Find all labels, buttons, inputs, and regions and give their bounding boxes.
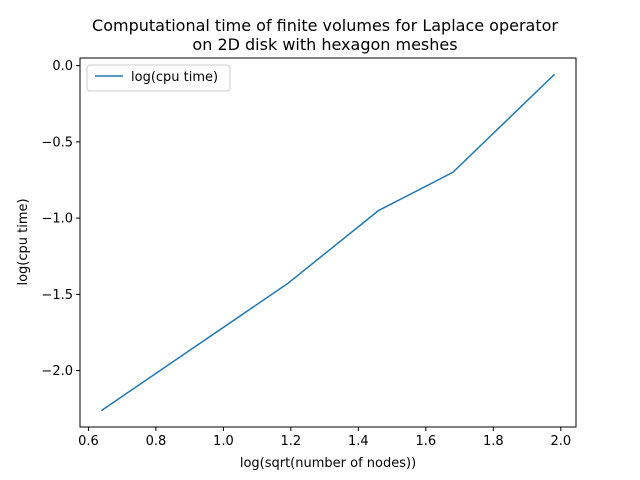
legend-label: log(cpu time): [131, 70, 218, 85]
x-tick-label: 1.2: [281, 434, 302, 449]
y-tick-label: −1.0: [41, 212, 73, 227]
y-tick-label: 0.0: [52, 59, 73, 74]
x-tick-label: 2.0: [550, 434, 571, 449]
y-tick-label: −0.5: [41, 135, 73, 150]
y-axis-ticks: −2.0 −1.5 −1.0 −0.5 0.0: [41, 59, 80, 379]
plot-area: 0.6 0.8 1.0 1.2 1.4 1.6 1.8 2.0 −2.0 −1.5 −1.0 −0.…: [41, 57, 577, 449]
y-tick-label: −2.0: [41, 364, 73, 379]
x-tick-label: 1.6: [416, 434, 437, 449]
x-axis-ticks: 0.6 0.8 1.0 1.2 1.4 1.6 1.8 2.0: [78, 427, 571, 449]
y-tick-label: −1.5: [41, 288, 73, 303]
legend-box: [86, 64, 231, 92]
x-tick-label: 1.4: [348, 434, 369, 449]
x-tick-label: 1.0: [213, 434, 234, 449]
x-tick-label: 0.8: [146, 434, 167, 449]
series-line-0: [100, 73, 556, 412]
chart-title-line-1: Computational time of finite volumes for…: [92, 16, 558, 35]
x-axis-label: log(sqrt(number of nodes)): [240, 456, 416, 471]
x-tick-label: 0.6: [78, 434, 99, 449]
axes-frame: [79, 57, 577, 428]
x-tick-label: 1.8: [483, 434, 504, 449]
series-group: [100, 73, 556, 412]
y-axis-label: log(cpu time): [16, 198, 31, 285]
chart-title-line-2: on 2D disk with hexagon meshes: [192, 35, 457, 54]
legend: log(cpu time): [86, 64, 231, 92]
